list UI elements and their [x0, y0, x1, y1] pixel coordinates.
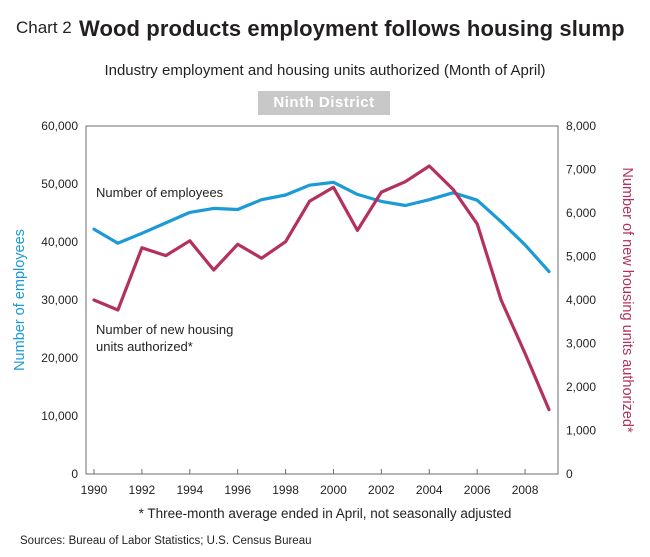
x-tick-label: 2004 — [416, 483, 443, 497]
right-tick-label: 8,000 — [566, 119, 596, 133]
right-axis-ticks: 0 1,000 2,000 3,000 4,000 5,000 6,000 7,000 8,00… — [566, 119, 596, 481]
right-tick-label: 5,000 — [566, 250, 596, 264]
chart-title: Wood products employment follows housing… — [79, 16, 625, 41]
annotation-housing-line1: Number of new housing — [96, 322, 233, 337]
right-tick-label: 7,000 — [566, 163, 596, 177]
series-lines — [92, 164, 551, 412]
left-tick-label: 50,000 — [41, 177, 78, 191]
x-tick-label: 1990 — [81, 483, 108, 497]
left-tick-label: 20,000 — [41, 351, 78, 365]
plot-frame — [85, 125, 559, 475]
sources-note: Sources: Bureau of Labor Statistics; U.S… — [20, 535, 312, 547]
x-tick-label: 1998 — [272, 483, 299, 497]
right-tick-label: 3,000 — [566, 337, 596, 351]
left-tick-label: 0 — [71, 467, 78, 481]
x-tick-label: 1992 — [129, 483, 156, 497]
x-tick-label: 2006 — [464, 483, 491, 497]
left-tick-label: 10,000 — [41, 409, 78, 423]
left-axis-title: Number of employees — [12, 229, 28, 371]
chart-subtitle: Industry employment and housing units au… — [104, 62, 546, 79]
right-axis-title: Number of new housing units authorized* — [619, 167, 635, 433]
annotation-housing-line2: units authorized* — [96, 339, 193, 354]
right-tick-label: 4,000 — [566, 293, 596, 307]
right-tick-label: 1,000 — [566, 424, 596, 438]
chart-number-label: Chart 2 — [16, 18, 72, 37]
x-axis-ticks: 1990 1992 1994 1996 1998 2000 2002 2004 2006 2008 — [81, 469, 539, 497]
right-tick-label: 2,000 — [566, 380, 596, 394]
series-line-housing-units — [92, 164, 551, 412]
right-tick-label: 0 — [566, 467, 573, 481]
left-tick-label: 60,000 — [41, 119, 78, 133]
left-tick-label: 40,000 — [41, 235, 78, 249]
right-tick-label: 6,000 — [566, 206, 596, 220]
series-line-employees — [92, 180, 551, 274]
x-tick-label: 2008 — [512, 483, 539, 497]
left-axis-ticks: 0 10,000 20,000 30,000 40,000 50,000 60,000 — [41, 119, 78, 481]
x-tick-label: 2002 — [368, 483, 395, 497]
x-tick-label: 2000 — [320, 483, 347, 497]
left-tick-label: 30,000 — [41, 293, 78, 307]
x-tick-label: 1994 — [176, 483, 203, 497]
x-tick-label: 1996 — [224, 483, 251, 497]
footnote: * Three-month average ended in April, no… — [138, 506, 512, 521]
annotation-employees: Number of employees — [96, 185, 224, 200]
region-badge: Ninth District — [258, 91, 390, 115]
